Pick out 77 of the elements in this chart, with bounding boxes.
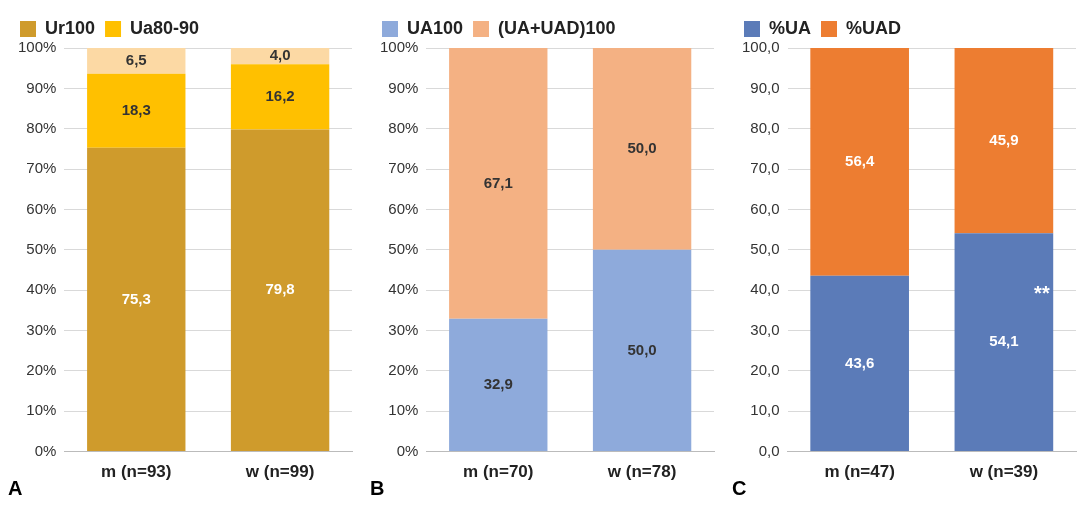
legend-label: Ur100	[45, 17, 96, 38]
data-label: 54,1	[989, 332, 1019, 350]
data-label: 50,0	[627, 139, 657, 157]
y-tick-label: 0,0	[758, 441, 780, 459]
y-tick-label: 60%	[388, 199, 419, 217]
legend-label: (UA+UAD)100	[498, 17, 616, 38]
y-tick-label: 60%	[26, 199, 57, 217]
y-tick-label: 80%	[26, 118, 57, 136]
data-label: 67,1	[483, 173, 513, 191]
y-tick-label: 80%	[388, 118, 419, 136]
y-tick-label: 100,0	[741, 38, 780, 56]
bar	[810, 275, 909, 452]
bar	[87, 73, 186, 148]
y-tick-label: 90%	[388, 78, 419, 96]
y-tick-label: 20%	[26, 361, 57, 379]
bar	[230, 64, 330, 130]
x-tick-label: w (n=39)	[968, 462, 1039, 482]
x-tick-label: m (n=70)	[463, 462, 534, 482]
data-label: 16,2	[265, 86, 295, 104]
y-tick-label: 20%	[388, 361, 419, 379]
bar	[954, 233, 1054, 452]
data-label: 6,5	[125, 50, 147, 68]
data-label: 56,4	[845, 151, 875, 169]
y-tick-label: 90%	[26, 78, 57, 96]
y-tick-label: 70%	[388, 159, 419, 177]
bar	[87, 147, 186, 452]
y-tick-label: 40,0	[750, 280, 780, 298]
y-tick-label: 10%	[26, 401, 57, 419]
y-tick-label: 80,0	[750, 118, 780, 136]
bar	[230, 129, 330, 452]
data-label: 79,8	[265, 280, 295, 298]
annotation: **	[1034, 281, 1050, 304]
bar	[87, 48, 186, 74]
y-tick-label: 60,0	[750, 199, 780, 217]
y-tick-label: 100%	[379, 38, 419, 56]
y-tick-label: 70%	[26, 159, 57, 177]
x-tick-label: m (n=93)	[101, 462, 172, 482]
text: C	[732, 477, 747, 500]
bar	[592, 249, 692, 452]
data-label: 43,6	[845, 353, 875, 371]
data-label: 4,0	[269, 46, 291, 64]
bar	[449, 318, 548, 452]
bar	[592, 48, 692, 250]
legend-label: UA100	[407, 17, 464, 38]
y-tick-label: 30%	[388, 320, 419, 338]
bar	[449, 48, 548, 319]
data-label: 18,3	[121, 100, 151, 118]
text: B	[370, 477, 385, 500]
y-tick-label: 50,0	[750, 239, 780, 257]
y-tick-label: 0%	[396, 441, 419, 459]
bar	[230, 48, 330, 65]
data-label: 32,9	[483, 375, 513, 393]
legend-label: %UA	[769, 17, 812, 38]
y-tick-label: 10%	[388, 401, 419, 419]
legend-label: Ua80-90	[130, 17, 200, 38]
y-tick-label: 50%	[26, 239, 57, 257]
legend-label: %UAD	[846, 17, 902, 38]
bar	[954, 48, 1054, 234]
text: A	[8, 477, 23, 500]
y-tick-label: 100%	[17, 38, 57, 56]
data-label: 45,9	[989, 130, 1019, 148]
x-tick-label: w (n=99)	[244, 462, 315, 482]
y-tick-label: 40%	[388, 280, 419, 298]
x-tick-label: w (n=78)	[606, 462, 677, 482]
y-tick-label: 30,0	[750, 320, 780, 338]
y-tick-label: 10,0	[750, 401, 780, 419]
y-tick-label: 0%	[34, 441, 57, 459]
data-label: 50,0	[627, 340, 657, 358]
y-tick-label: 90,0	[750, 78, 780, 96]
y-tick-label: 40%	[26, 280, 57, 298]
y-tick-label: 20,0	[750, 361, 780, 379]
y-tick-label: 70,0	[750, 159, 780, 177]
y-tick-label: 50%	[388, 239, 419, 257]
bar	[810, 48, 909, 276]
x-tick-label: m (n=47)	[824, 462, 895, 482]
y-tick-label: 30%	[26, 320, 57, 338]
data-label: 75,3	[121, 289, 151, 307]
